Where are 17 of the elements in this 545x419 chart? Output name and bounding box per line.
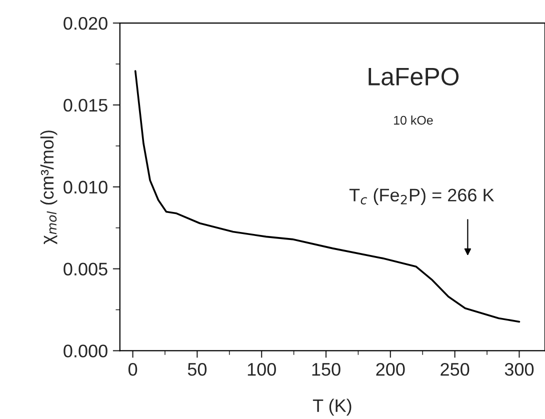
x-tick-label: 0 — [128, 362, 138, 376]
x-tick-label: 200 — [376, 362, 405, 376]
x-tick-label: 300 — [504, 362, 534, 376]
annotation: T$_{c}$ (Fe$_{2}$P) = 266 K — [349, 188, 494, 206]
y-tick-label: 0.000 — [64, 344, 108, 358]
x-axis-title: T (K) — [312, 398, 352, 416]
annotation: LaFePO — [368, 68, 459, 86]
x-tick-label: 100 — [248, 362, 276, 376]
y-tick-label: 0.010 — [64, 180, 108, 194]
x-tick-label: 250 — [440, 362, 470, 376]
y-tick-label: 0.020 — [64, 16, 108, 30]
y-axis-title: χ$_{mol}$ (cm³/mol) — [40, 130, 58, 244]
y-tick-label: 0.005 — [64, 262, 108, 276]
y-tick-label: 0.015 — [64, 98, 108, 112]
x-tick-label: 50 — [188, 362, 207, 376]
annotation: 10 kOe — [394, 116, 433, 125]
x-tick-label: 150 — [312, 362, 340, 376]
